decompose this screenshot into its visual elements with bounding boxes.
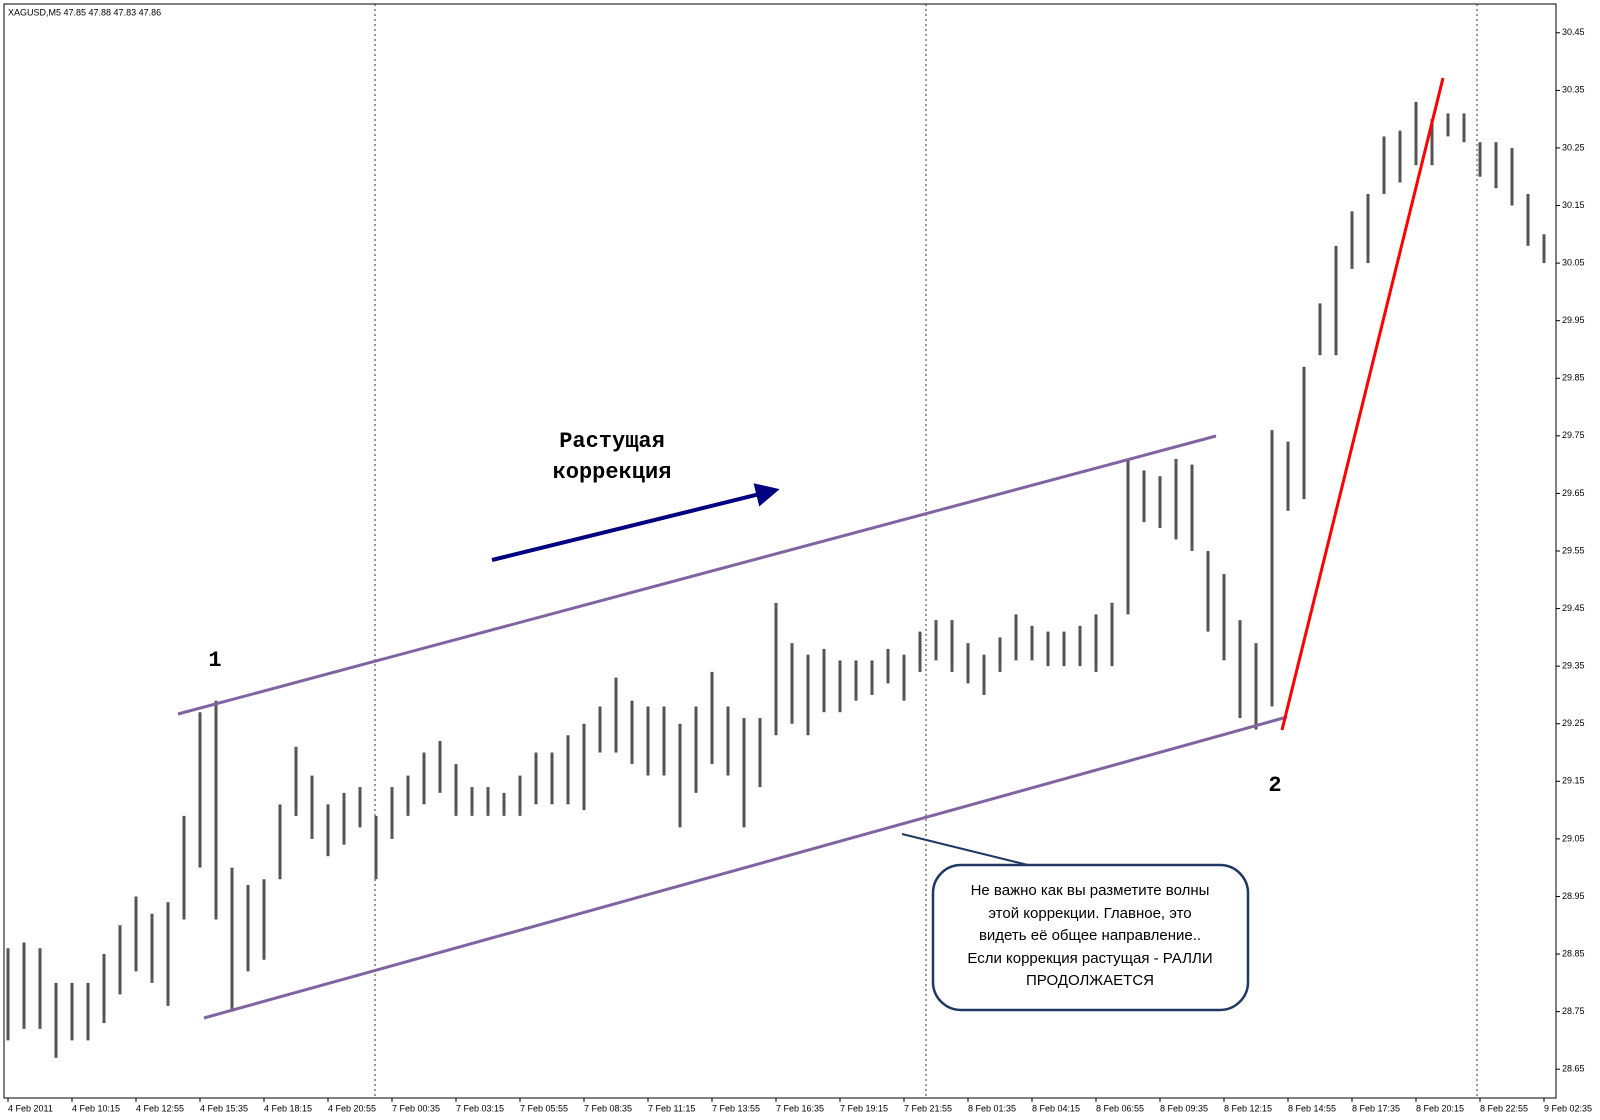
wave-label: 1 bbox=[208, 648, 221, 673]
x-tick-label: 4 Feb 20:55 bbox=[328, 1103, 376, 1113]
y-tick-label: 28.95 bbox=[1562, 891, 1585, 901]
y-tick-label: 29.35 bbox=[1562, 661, 1585, 671]
x-tick-label: 7 Feb 05:55 bbox=[520, 1103, 568, 1113]
y-tick-label: 30.45 bbox=[1562, 27, 1585, 37]
x-tick-label: 7 Feb 21:55 bbox=[904, 1103, 952, 1113]
x-tick-label: 4 Feb 10:15 bbox=[72, 1103, 120, 1113]
x-tick-label: 4 Feb 15:35 bbox=[200, 1103, 248, 1113]
x-tick-label: 8 Feb 14:55 bbox=[1288, 1103, 1336, 1113]
y-tick-label: 29.95 bbox=[1562, 315, 1585, 325]
x-tick-label: 7 Feb 16:35 bbox=[776, 1103, 824, 1113]
callout-pointer bbox=[901, 833, 1041, 869]
x-tick-label: 8 Feb 17:35 bbox=[1352, 1103, 1400, 1113]
y-tick-label: 29.75 bbox=[1562, 430, 1585, 440]
chart-title: XAGUSD,M5 47.85 47.88 47.83 47.86 bbox=[8, 7, 161, 17]
channel-upper bbox=[177, 434, 1217, 716]
x-tick-label: 9 Feb 02:35 bbox=[1544, 1103, 1592, 1113]
channel-lower bbox=[203, 715, 1288, 1020]
callout-text: ПРОДОЛЖАЕТСЯ bbox=[1026, 972, 1154, 989]
y-tick-label: 29.55 bbox=[1562, 545, 1585, 555]
y-tick-label: 30.35 bbox=[1562, 85, 1585, 95]
x-tick-label: 4 Feb 18:15 bbox=[264, 1103, 312, 1113]
callout-text: видеть её общее направление.. bbox=[979, 927, 1201, 944]
y-tick-label: 29.05 bbox=[1562, 833, 1585, 843]
y-tick-label: 30.05 bbox=[1562, 257, 1585, 267]
callout-text: Если коррекция растущая - РАЛЛИ bbox=[967, 950, 1212, 967]
y-tick-label: 29.85 bbox=[1562, 373, 1585, 383]
y-tick-label: 29.25 bbox=[1562, 718, 1585, 728]
x-tick-label: 8 Feb 06:55 bbox=[1096, 1103, 1144, 1113]
annotation: коррекция bbox=[553, 460, 672, 485]
x-tick-label: 7 Feb 19:15 bbox=[840, 1103, 888, 1113]
x-tick-label: 7 Feb 11:15 bbox=[648, 1103, 695, 1113]
callout-text: Не важно как вы разметите волны bbox=[971, 882, 1210, 899]
y-tick-label: 28.85 bbox=[1562, 948, 1585, 958]
x-tick-label: 8 Feb 04:15 bbox=[1032, 1103, 1080, 1113]
y-tick-label: 30.25 bbox=[1562, 142, 1585, 152]
x-tick-label: 7 Feb 13:55 bbox=[712, 1103, 760, 1113]
x-tick-label: 4 Feb 2011 bbox=[8, 1103, 53, 1113]
x-tick-label: 8 Feb 09:35 bbox=[1160, 1103, 1208, 1113]
y-tick-label: 30.15 bbox=[1562, 200, 1585, 210]
trend-line bbox=[1280, 77, 1445, 731]
x-tick-label: 8 Feb 22:55 bbox=[1480, 1103, 1528, 1113]
x-tick-label: 8 Feb 12:15 bbox=[1224, 1103, 1272, 1113]
callout-text: этой коррекции. Главное, это bbox=[988, 905, 1191, 922]
y-tick-label: 29.45 bbox=[1562, 603, 1585, 613]
x-tick-label: 7 Feb 03:15 bbox=[456, 1103, 504, 1113]
x-tick-label: 8 Feb 20:15 bbox=[1416, 1103, 1464, 1113]
y-tick-label: 29.65 bbox=[1562, 488, 1585, 498]
bars bbox=[6, 101, 1546, 1058]
callout-box bbox=[931, 863, 1250, 1012]
x-tick-label: 7 Feb 00:35 bbox=[392, 1103, 440, 1113]
y-tick-label: 28.65 bbox=[1562, 1064, 1585, 1074]
arrow bbox=[491, 483, 780, 562]
x-tick-label: 4 Feb 12:55 bbox=[136, 1103, 184, 1113]
wave-label: 2 bbox=[1268, 773, 1281, 798]
x-tick-label: 7 Feb 08:35 bbox=[584, 1103, 632, 1113]
y-tick-label: 28.75 bbox=[1562, 1006, 1585, 1016]
y-tick-label: 29.15 bbox=[1562, 776, 1585, 786]
x-tick-label: 8 Feb 01:35 bbox=[968, 1103, 1016, 1113]
annotation: Растущая bbox=[559, 429, 665, 454]
